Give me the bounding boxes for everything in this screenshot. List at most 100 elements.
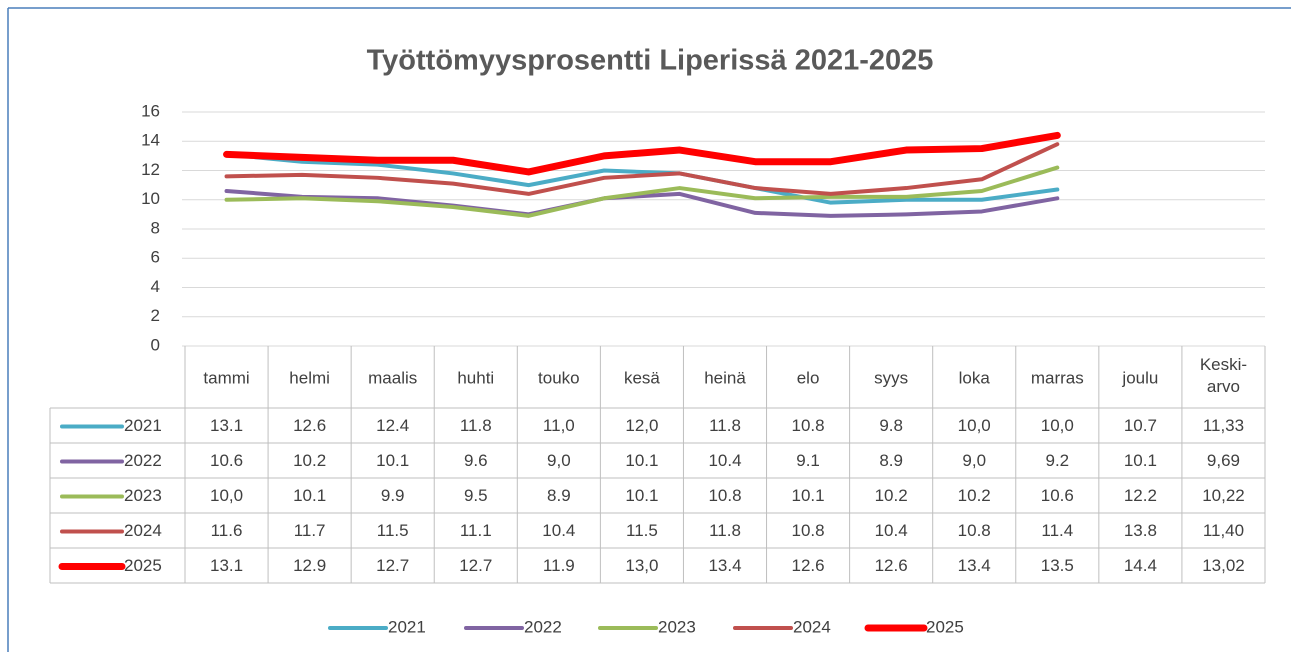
table-value: 9,0	[962, 451, 986, 470]
table-value: 11.8	[460, 416, 492, 435]
table-average: 9,69	[1207, 451, 1240, 470]
table-value: 13.1	[210, 416, 243, 435]
y-tick-label: 14	[141, 131, 160, 150]
table-value: 9.2	[1045, 451, 1069, 470]
table-value: 11.4	[1041, 521, 1073, 540]
table-value: 11.5	[626, 521, 658, 540]
table-value: 10.1	[293, 486, 326, 505]
table-average: 13,02	[1202, 556, 1245, 575]
table-value: 10.8	[958, 521, 991, 540]
y-tick-label: 16	[141, 101, 160, 120]
table-value: 10.4	[708, 451, 741, 470]
legend-label: 2024	[793, 617, 831, 636]
table-value: 13,0	[625, 556, 658, 575]
x-tick-label: touko	[538, 368, 580, 387]
table-value: 10.7	[1124, 416, 1157, 435]
average-header-text: Keski-arvo	[1199, 355, 1248, 396]
legend-label: 2021	[388, 617, 426, 636]
table-value: 10.1	[1124, 451, 1157, 470]
table-value: 10,0	[1041, 416, 1074, 435]
y-tick-label: 2	[151, 306, 160, 325]
x-tick-label: maalis	[368, 368, 417, 387]
legend-label: 2025	[926, 617, 964, 636]
y-tick-label: 8	[151, 218, 160, 237]
y-tick-label: 12	[141, 160, 160, 179]
table-value: 12.7	[459, 556, 492, 575]
table-value: 8.9	[879, 451, 903, 470]
table-value: 10.4	[542, 521, 575, 540]
table-value: 9.6	[464, 451, 488, 470]
x-tick-label: kesä	[624, 368, 660, 387]
x-tick-label: helmi	[289, 368, 330, 387]
x-tick-label: marras	[1031, 368, 1084, 387]
series-line	[224, 188, 1060, 218]
table-value: 10.8	[708, 486, 741, 505]
table-value: 10.8	[792, 416, 825, 435]
table-value: 10.1	[376, 451, 409, 470]
table-value: 14.4	[1124, 556, 1157, 575]
legend-label: 2022	[524, 617, 562, 636]
table-value: 9.5	[464, 486, 488, 505]
series-line	[223, 131, 1061, 176]
table-value: 10.4	[875, 521, 908, 540]
table-value: 12.6	[875, 556, 908, 575]
table-average: 10,22	[1202, 486, 1245, 505]
table-value: 12.6	[792, 556, 825, 575]
table-value: 12.2	[1124, 486, 1157, 505]
table-value: 10.1	[625, 486, 658, 505]
table-value: 10,0	[210, 486, 243, 505]
table-series-name: 2024	[124, 521, 162, 540]
table-value: 10.2	[293, 451, 326, 470]
table-average: 11,33	[1203, 416, 1244, 435]
series-line	[224, 165, 1060, 218]
table-value: 11.8	[709, 521, 741, 540]
table-value: 12.6	[293, 416, 326, 435]
table-value: 11.5	[377, 521, 409, 540]
y-tick-label: 6	[151, 248, 160, 267]
table-value: 9,0	[547, 451, 571, 470]
y-tick-label: 10	[141, 189, 160, 208]
table-value: 10.2	[958, 486, 991, 505]
table-value: 12,0	[625, 416, 658, 435]
table-value: 12.7	[376, 556, 409, 575]
x-tick-label: syys	[874, 368, 908, 387]
average-header: Keski-arvo	[1199, 355, 1248, 396]
table-value: 13.4	[708, 556, 741, 575]
table-value: 8.9	[547, 486, 571, 505]
series-line	[224, 152, 1060, 205]
table-value: 10.6	[210, 451, 243, 470]
x-tick-label: huhti	[457, 368, 494, 387]
table-value: 11,0	[543, 416, 575, 435]
table-value: 10,0	[958, 416, 991, 435]
table-value: 11.7	[294, 521, 326, 540]
y-tick-label: 0	[151, 335, 160, 354]
table-value: 11.1	[460, 521, 492, 540]
table-value: 13.1	[210, 556, 243, 575]
series-line	[224, 142, 1060, 196]
table-series-name: 2025	[124, 556, 162, 575]
x-tick-label: elo	[797, 368, 820, 387]
table-value: 11.6	[211, 521, 243, 540]
legend-label: 2023	[658, 617, 696, 636]
y-tick-label: 4	[151, 277, 160, 296]
table-series-name: 2023	[124, 486, 162, 505]
table-series-name: 2021	[124, 416, 162, 435]
x-tick-label: joulu	[1121, 368, 1158, 387]
table-average: 11,40	[1203, 521, 1244, 540]
table-value: 10.6	[1041, 486, 1074, 505]
chart-title: Työttömyysprosentti Liperissä 2021-2025	[367, 45, 934, 77]
table-value: 10.2	[875, 486, 908, 505]
table-value: 12.4	[376, 416, 409, 435]
x-tick-label: heinä	[704, 368, 746, 387]
table-value: 11.9	[543, 556, 575, 575]
table-value: 13.8	[1124, 521, 1157, 540]
table-value: 12.9	[293, 556, 326, 575]
table-value: 9.1	[796, 451, 820, 470]
table-value: 10.8	[792, 521, 825, 540]
table-value: 10.1	[792, 486, 825, 505]
table-value: 13.5	[1041, 556, 1074, 575]
x-tick-label: loka	[959, 368, 991, 387]
table-value: 13.4	[958, 556, 991, 575]
table-value: 9.8	[879, 416, 903, 435]
